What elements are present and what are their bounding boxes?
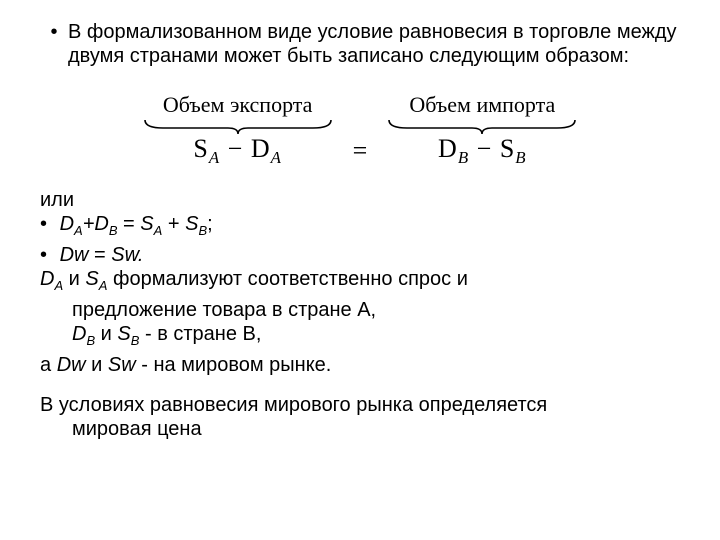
var: D [251, 134, 271, 163]
var: S [140, 213, 153, 235]
text: - на мировом рынке. [136, 354, 332, 376]
var: Dw [60, 244, 89, 266]
var: Sw. [111, 244, 143, 266]
var: S [85, 268, 98, 290]
subscript: A [154, 223, 163, 238]
subscript: A [74, 223, 83, 238]
formula-left-group: Объем экспорта SA − DA [143, 92, 333, 168]
var: D [72, 323, 86, 345]
var: S [193, 134, 208, 163]
formula-right-group: Объем импорта DB − SB [387, 92, 577, 168]
brace-icon [387, 118, 577, 134]
op-eq: = [88, 244, 111, 266]
op-eq: = [118, 213, 141, 235]
text: и [86, 354, 108, 376]
subscript: A [209, 148, 220, 167]
var: D [40, 268, 54, 290]
var: D [60, 213, 74, 235]
semicolon: ; [207, 213, 213, 235]
explain-line-1: DA и SA формализуют соответственно спрос… [40, 267, 680, 298]
subscript: A [271, 148, 282, 167]
op-plus: + [162, 213, 185, 235]
var: D [94, 213, 108, 235]
bullet-icon: • [40, 212, 54, 236]
subscript: B [515, 148, 526, 167]
explain-line-2: DB и SB - в стране В, [40, 322, 680, 353]
subscript: B [109, 223, 118, 238]
explain-line-3: а Dw и Sw - на мировом рынке. [40, 353, 680, 377]
formula-left-expr: SA − DA [193, 134, 282, 168]
or-line: или [40, 188, 680, 212]
formula-equals: = [353, 136, 368, 168]
var: D [438, 134, 458, 163]
final-line-2: мировая цена [40, 417, 680, 441]
slide: • В формализованном виде условие равнове… [0, 0, 720, 540]
op-plus: + [83, 213, 95, 235]
bullet-icon: • [40, 243, 54, 267]
bullet-icon: • [40, 20, 68, 44]
body-block: или • DA+DB = SA + SB; • Dw = Sw. DA и S… [40, 188, 680, 377]
formula-right-label: Объем импорта [409, 92, 555, 118]
subscript: A [54, 278, 63, 293]
explain-line-1b: предложение товара в стране А, [40, 298, 680, 322]
final-paragraph: В условиях равновесия мирового рынка опр… [40, 393, 680, 441]
formula-block: Объем экспорта SA − DA = Объем импорта [40, 90, 680, 170]
text: - в стране В, [139, 323, 261, 345]
formula: Объем экспорта SA − DA = Объем импорта [137, 90, 584, 170]
eq-line-1: • DA+DB = SA + SB; [40, 212, 680, 243]
subscript: B [86, 333, 95, 348]
intro-bullet-row: • В формализованном виде условие равнове… [40, 20, 680, 68]
final-line-1: В условиях равновесия мирового рынка опр… [40, 393, 680, 417]
var: Dw [57, 354, 86, 376]
var: S [185, 213, 198, 235]
op-minus: − [220, 134, 251, 163]
text: и [95, 323, 117, 345]
subscript: B [198, 223, 207, 238]
formula-left-label: Объем экспорта [163, 92, 313, 118]
var: S [500, 134, 515, 163]
op-minus: − [469, 134, 500, 163]
brace-icon [143, 118, 333, 134]
formula-right-expr: DB − SB [438, 134, 527, 168]
text: и [63, 268, 85, 290]
formula-row: Объем экспорта SA − DA = Объем импорта [143, 92, 578, 168]
var: Sw [108, 354, 136, 376]
eq-line-2: • Dw = Sw. [40, 243, 680, 267]
subscript: B [458, 148, 469, 167]
text: формализуют соответственно спрос и [107, 268, 467, 290]
text: а [40, 354, 57, 376]
intro-text: В формализованном виде условие равновеси… [68, 20, 680, 68]
var: S [117, 323, 130, 345]
